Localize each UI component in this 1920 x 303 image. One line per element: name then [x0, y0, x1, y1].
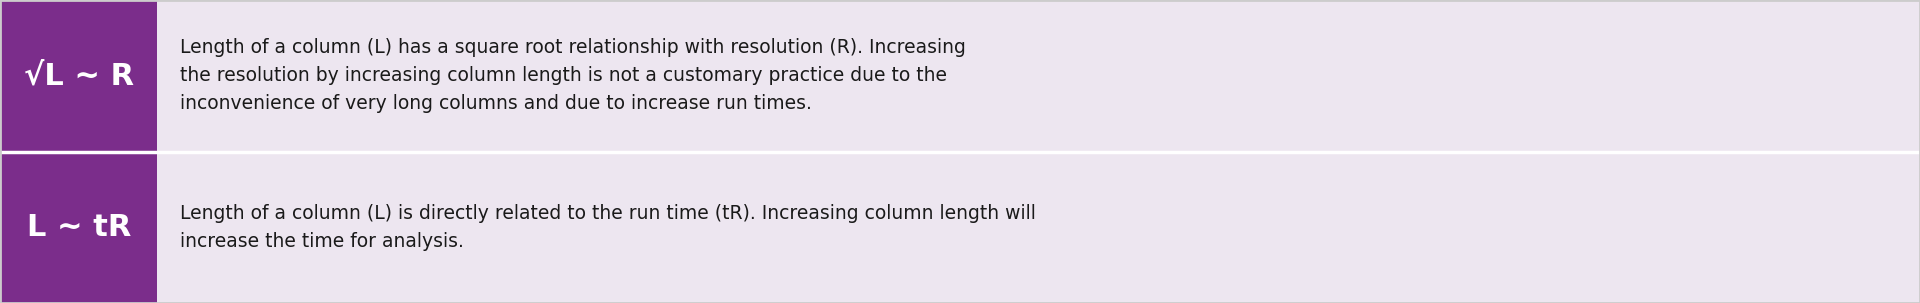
Text: L ~ tR: L ~ tR: [27, 213, 131, 242]
Text: Length of a column (L) is directly related to the run time (tR). Increasing colu: Length of a column (L) is directly relat…: [180, 204, 1037, 251]
Text: Length of a column (L) has a square root relationship with resolution (R). Incre: Length of a column (L) has a square root…: [180, 38, 966, 113]
Text: √L ~ R: √L ~ R: [23, 61, 134, 90]
Bar: [157, 152, 1920, 303]
Bar: [157, 0, 1920, 152]
Bar: [0, 0, 157, 152]
Bar: [0, 152, 157, 303]
